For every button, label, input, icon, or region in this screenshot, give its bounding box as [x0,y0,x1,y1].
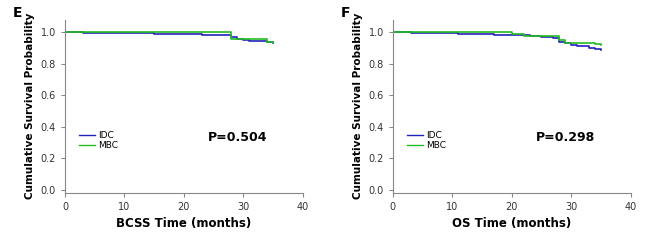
Text: P=0.298: P=0.298 [536,131,595,144]
Legend: IDC, MBC: IDC, MBC [79,131,118,150]
Y-axis label: Cumulative Survival Probability: Cumulative Survival Probability [353,13,363,199]
Text: E: E [13,6,22,20]
Text: F: F [341,6,350,20]
X-axis label: BCSS Time (months): BCSS Time (months) [116,217,252,230]
Text: P=0.504: P=0.504 [207,131,267,144]
X-axis label: OS Time (months): OS Time (months) [452,217,571,230]
Y-axis label: Cumulative Survival Probability: Cumulative Survival Probability [25,13,35,199]
Legend: IDC, MBC: IDC, MBC [407,131,446,150]
